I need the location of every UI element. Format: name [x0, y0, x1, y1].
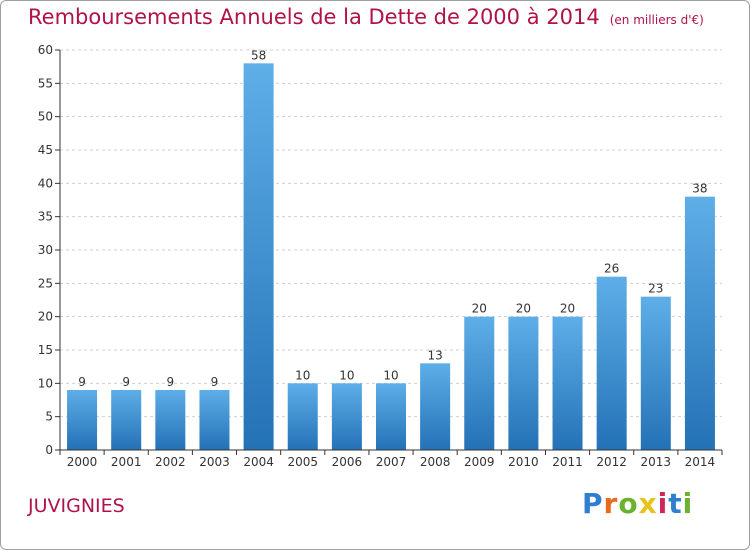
- y-tick-label: 5: [45, 410, 53, 424]
- labels: 0 5 10 15 20 25 30 35 40 45 50 55 60 9 2000 9 2001 9 2002 9…: [38, 43, 715, 469]
- x-tick-label: 2010: [508, 455, 539, 469]
- chart-title: Remboursements Annuels de la Dette de 20…: [28, 5, 704, 29]
- bar-value-label: 23: [648, 282, 663, 296]
- bar-value-label: 10: [339, 368, 354, 382]
- x-tick-label: 2006: [332, 455, 363, 469]
- bar-value-label: 20: [472, 302, 487, 316]
- bars: [67, 63, 715, 450]
- bar: [596, 276, 627, 450]
- logo-letter: P: [582, 487, 604, 520]
- bar-value-label: 9: [167, 375, 175, 389]
- y-tick-label: 25: [38, 276, 53, 290]
- x-tick-label: 2001: [111, 455, 142, 469]
- y-tick-label: 55: [38, 76, 53, 90]
- y-tick-label: 15: [38, 343, 53, 357]
- bar-value-label: 10: [295, 368, 310, 382]
- x-tick-label: 2011: [552, 455, 583, 469]
- x-tick-label: 2014: [685, 455, 716, 469]
- axes: [55, 49, 723, 455]
- bar: [508, 316, 539, 450]
- x-tick-label: 2007: [376, 455, 407, 469]
- logo-letter: x: [638, 487, 658, 520]
- bar-value-label: 26: [604, 262, 619, 276]
- bar: [331, 383, 362, 450]
- bar: [375, 383, 407, 450]
- y-tick-label: 20: [38, 310, 53, 324]
- y-tick-label: 50: [38, 110, 53, 124]
- x-tick-label: 2000: [67, 455, 98, 469]
- bar-value-label: 9: [78, 375, 86, 389]
- chart-subtitle: (en milliers d'€): [609, 13, 704, 27]
- bar-value-label: 58: [251, 48, 266, 62]
- logo-letter: r: [603, 487, 619, 520]
- y-tick-label: 10: [38, 376, 53, 390]
- chart-title-text: Remboursements Annuels de la Dette de 20…: [28, 5, 600, 29]
- bar: [464, 316, 495, 450]
- bar: [111, 390, 142, 450]
- x-tick-label: 2005: [287, 455, 318, 469]
- commune-name: JUVIGNIES: [28, 495, 125, 517]
- x-tick-label: 2012: [596, 455, 627, 469]
- x-tick-label: 2009: [464, 455, 495, 469]
- y-tick-label: 0: [45, 443, 53, 457]
- y-tick-label: 30: [38, 243, 53, 257]
- bar: [684, 196, 715, 450]
- bar-value-label: 13: [427, 348, 442, 362]
- bar-value-label: 20: [516, 302, 531, 316]
- bar: [420, 363, 451, 450]
- bar: [640, 296, 671, 450]
- logo-letter: t: [668, 487, 683, 520]
- x-tick-label: 2003: [199, 455, 230, 469]
- logo-letter: i: [657, 487, 669, 520]
- x-tick-label: 2004: [243, 455, 274, 469]
- bar: [155, 390, 186, 450]
- bar: [243, 63, 274, 450]
- x-tick-label: 2002: [155, 455, 186, 469]
- y-tick-label: 40: [38, 176, 53, 190]
- x-tick-label: 2013: [641, 455, 672, 469]
- bar-value-label: 10: [383, 368, 398, 382]
- bar: [552, 316, 583, 450]
- x-tick-label: 2008: [420, 455, 451, 469]
- y-tick-label: 45: [38, 143, 53, 157]
- bar: [287, 383, 318, 450]
- y-tick-label: 35: [38, 210, 53, 224]
- bar: [67, 390, 98, 450]
- proxiti-logo: Proxiti: [582, 487, 693, 520]
- logo-letter: o: [618, 487, 639, 520]
- bar: [199, 390, 230, 450]
- bar-value-label: 9: [122, 375, 130, 389]
- y-tick-label: 60: [38, 43, 53, 57]
- logo-letter: i: [682, 487, 694, 520]
- bar-value-label: 20: [560, 302, 575, 316]
- bar-value-label: 9: [211, 375, 219, 389]
- bar-value-label: 38: [692, 182, 707, 196]
